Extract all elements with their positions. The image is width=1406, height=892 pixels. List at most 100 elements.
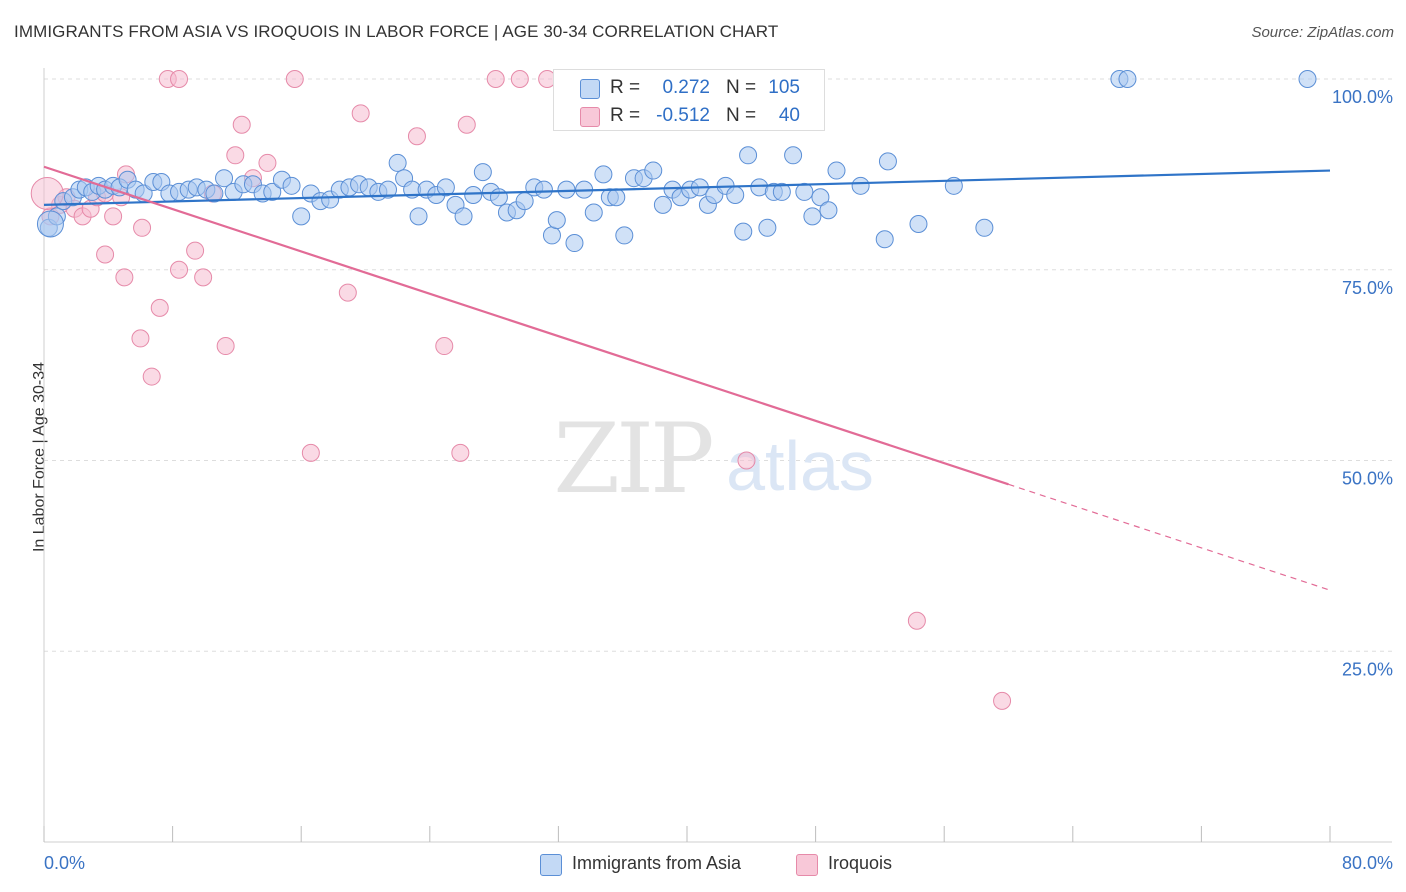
y-tick-label: 75.0% — [1342, 278, 1393, 298]
iroquois-point — [907, 611, 926, 630]
source-label: Source: ZipAtlas.com — [1251, 24, 1394, 41]
asia-point — [263, 182, 282, 201]
iroquois-point — [96, 245, 115, 264]
iroquois-point — [486, 70, 505, 88]
r-label: R = — [610, 105, 641, 126]
asia-point — [811, 188, 830, 207]
iroquois-point — [407, 127, 426, 146]
asia-point — [726, 185, 745, 204]
asia-point — [454, 207, 473, 226]
asia-trend-line — [43, 169, 1331, 206]
iroquois-point — [150, 298, 169, 317]
iroquois-point — [142, 367, 161, 386]
r-value: 0.272 — [662, 77, 710, 98]
asia-point — [534, 180, 553, 199]
asia-point — [607, 188, 626, 207]
asia-point — [784, 146, 803, 165]
asia-legend-label: Immigrants from Asia — [572, 853, 742, 873]
asia-point — [615, 226, 634, 245]
iroquois-points — [30, 70, 1012, 710]
asia-point — [878, 152, 897, 171]
asia-point-large — [36, 210, 64, 238]
iroquois-point — [301, 443, 320, 462]
iroquois-point — [451, 443, 470, 462]
asia-point — [734, 222, 753, 241]
iroquois-point — [115, 268, 134, 287]
iroquois-point — [194, 268, 213, 287]
asia-point — [436, 178, 455, 197]
asia-point — [489, 188, 508, 207]
iroquois-point — [258, 153, 277, 172]
n-label: N = — [726, 105, 757, 126]
asia-point — [215, 169, 234, 188]
asia-point — [644, 161, 663, 180]
tick-labels: 100.0% 75.0% 50.0% 25.0% 0.0% 80.0% — [44, 87, 1393, 873]
asia-point — [464, 185, 483, 204]
r-value: -0.512 — [656, 105, 710, 126]
asia-point — [1118, 70, 1137, 88]
asia-point — [292, 207, 311, 226]
x-tick-label: 80.0% — [1342, 853, 1393, 873]
grid-lines — [44, 78, 1392, 652]
iroquois-point — [737, 451, 756, 470]
asia-swatch — [580, 79, 600, 99]
asia-point — [653, 195, 672, 214]
asia-point — [594, 165, 613, 184]
x-tick-label: 0.0% — [44, 853, 85, 873]
asia-point — [557, 180, 576, 199]
asia-point — [803, 207, 822, 226]
iroquois-point — [993, 691, 1012, 710]
asia-point — [851, 176, 870, 195]
asia-points — [36, 70, 1317, 253]
stats-legend: R = 0.272 N = 105 R = -0.512 N = 40 — [553, 69, 825, 131]
asia-point — [547, 211, 566, 230]
asia-point — [205, 184, 224, 203]
iroquois-swatch — [580, 107, 600, 127]
asia-point — [1298, 70, 1317, 88]
iroquois-point — [351, 104, 370, 123]
watermark-zip: ZIP — [553, 403, 712, 515]
iroquois-point — [216, 337, 235, 356]
iroquois-point — [435, 337, 454, 356]
iroquois-point — [226, 146, 245, 165]
n-value: 40 — [778, 105, 800, 126]
y-tick-label: 25.0% — [1342, 659, 1393, 679]
chart-title: IMMIGRANTS FROM ASIA VS IROQUOIS IN LABO… — [14, 22, 779, 41]
asia-point — [409, 207, 428, 226]
asia-point — [388, 153, 407, 172]
asia-point — [542, 226, 561, 245]
asia-point — [909, 214, 928, 233]
iroquois-point — [338, 283, 357, 302]
trend-lines — [43, 165, 1331, 591]
asia-point — [819, 201, 838, 220]
iroquois-point — [186, 241, 205, 260]
y-tick-label: 50.0% — [1342, 469, 1393, 489]
iroquois-point — [133, 218, 152, 237]
stats-row-asia: R = 0.272 N = 105 — [554, 74, 824, 102]
iroquois-point — [170, 70, 189, 88]
asia-point — [565, 234, 584, 253]
asia-legend-swatch — [540, 854, 562, 876]
iroquois-point — [232, 115, 251, 134]
stats-row-iroquois: R = -0.512 N = 40 — [554, 102, 824, 130]
n-value: 105 — [768, 77, 800, 98]
iroquois-point — [457, 115, 476, 134]
r-label: R = — [610, 77, 641, 98]
n-label: N = — [726, 77, 757, 98]
iroquois-point — [104, 207, 123, 226]
asia-point — [739, 146, 758, 165]
y-tick-label: 100.0% — [1332, 87, 1393, 107]
asia-point — [758, 218, 777, 237]
axes — [43, 68, 1392, 843]
iroquois-trend-line-dashed — [1008, 483, 1331, 591]
asia-point — [795, 182, 814, 201]
iroquois-legend-label: Iroquois — [828, 853, 893, 873]
asia-point — [827, 161, 846, 180]
asia-point — [772, 182, 791, 201]
iroquois-legend-swatch — [796, 854, 818, 876]
asia-point — [282, 176, 301, 195]
asia-point — [379, 180, 398, 199]
iroquois-point — [510, 70, 529, 88]
iroquois-trend-line — [43, 165, 1009, 486]
